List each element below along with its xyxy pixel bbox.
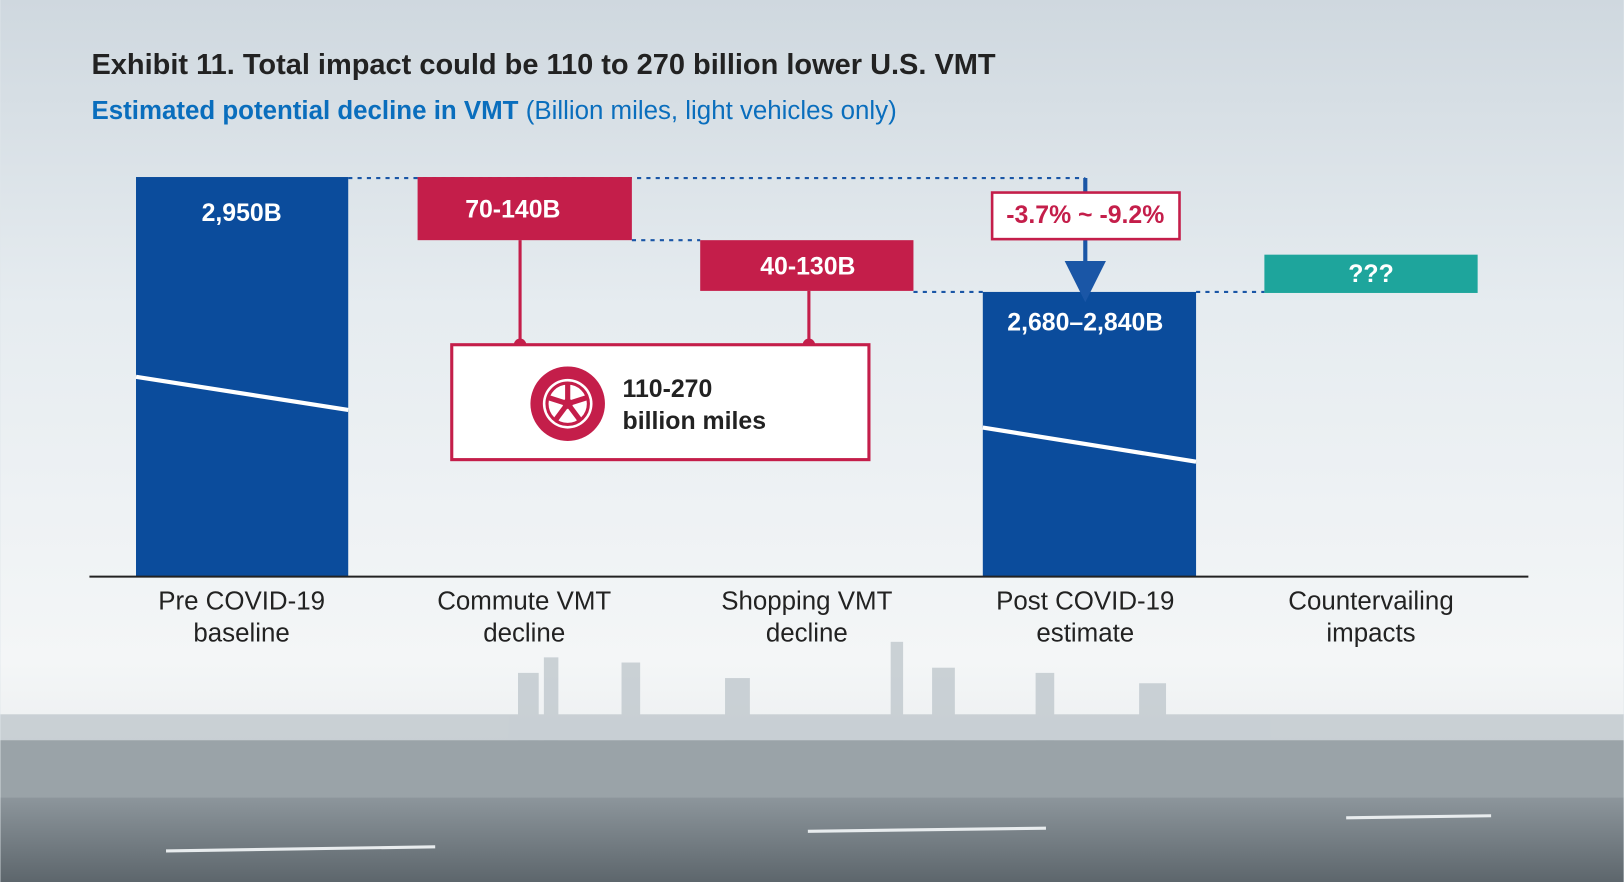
barrier (0, 740, 1624, 798)
change-label: -3.7% ~ -9.2% (1006, 202, 1164, 229)
bar (417, 177, 632, 241)
axis-break (982, 425, 1197, 464)
tire-icon (530, 366, 605, 441)
bar (1264, 254, 1478, 293)
category-label: Commute VMT (437, 587, 611, 615)
bar-label: 2,950B (202, 200, 282, 227)
axis-break (135, 374, 349, 412)
road (0, 797, 1624, 882)
category-label: decline (483, 619, 565, 647)
category-label: Pre COVID-19 (158, 587, 325, 615)
bar (700, 240, 914, 291)
bar-label: 70-140B (465, 197, 560, 224)
bar (136, 177, 349, 577)
subtitle: Estimated potential decline in VMT (Bill… (91, 97, 896, 125)
category-label: Post COVID-19 (996, 587, 1174, 615)
callout-lines (518, 240, 811, 345)
category-label: decline (766, 619, 848, 647)
subtitle-bold: Estimated potential decline in VMT (91, 97, 518, 125)
lane-marks (166, 814, 1492, 853)
bar-label: 40-130B (760, 254, 855, 281)
category-label: estimate (1036, 619, 1134, 647)
category-label: impacts (1326, 619, 1415, 647)
bar-label: 2,680–2,840B (1007, 310, 1163, 337)
category-label: Shopping VMT (721, 587, 892, 615)
change-box (990, 191, 1181, 241)
skyline (0, 641, 1624, 741)
category-label: Countervailing (1288, 587, 1453, 615)
subtitle-rest: (Billion miles, light vehicles only) (526, 97, 897, 125)
category-label: baseline (193, 619, 289, 647)
callout-unit: billion miles (623, 408, 766, 435)
title: Exhibit 11. Total impact could be 110 to… (91, 49, 995, 81)
callout-value: 110-270 (623, 376, 713, 403)
callout-box (450, 343, 871, 462)
bar-label: ??? (1348, 261, 1394, 288)
